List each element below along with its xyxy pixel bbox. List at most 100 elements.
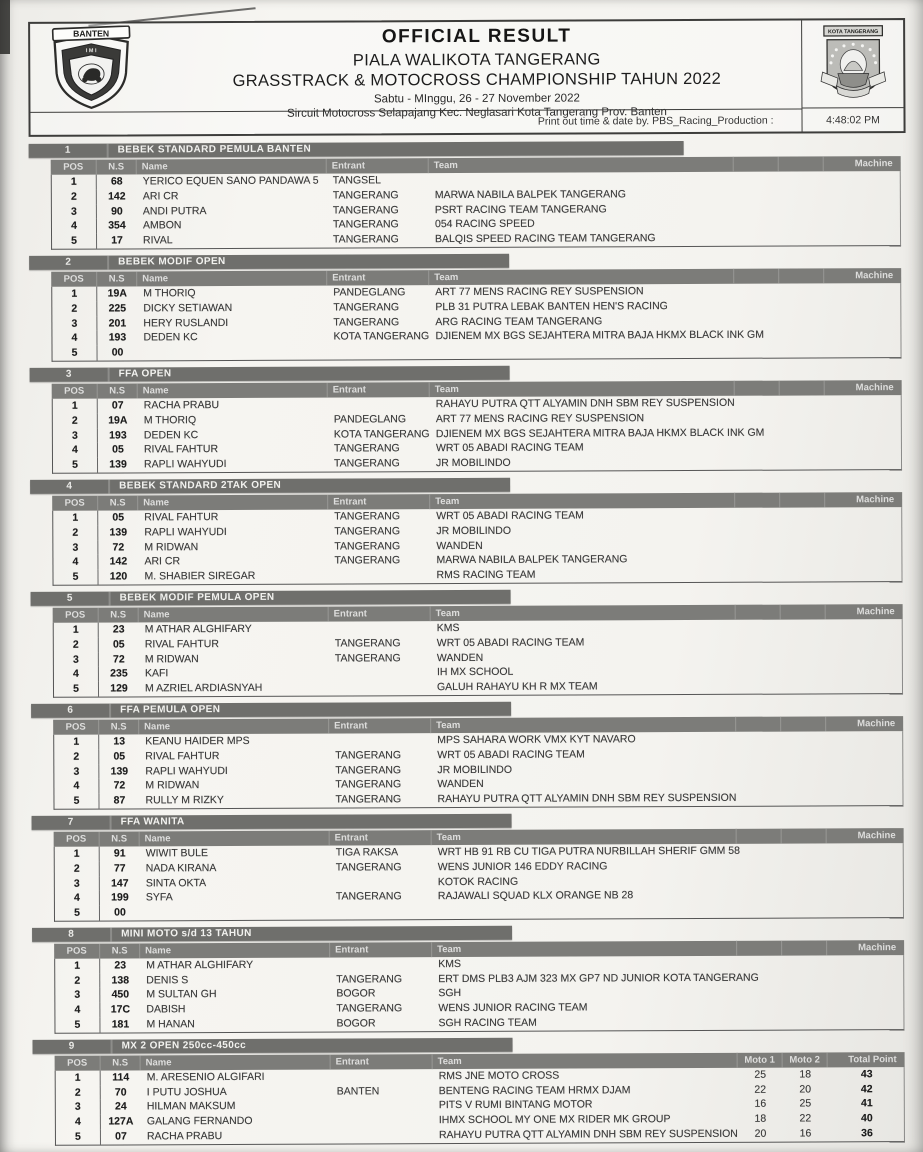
ns-cell: 450: [111, 988, 130, 1002]
total-point-cell: [825, 410, 903, 425]
entrant-cell: [327, 344, 429, 359]
moto2-cell: [780, 522, 825, 537]
col-header-team: Team: [429, 604, 735, 622]
col-header-moto1: [734, 492, 780, 508]
team-cell: RMS RACING TEAM: [436, 568, 536, 582]
ns-cell: 142: [108, 190, 126, 203]
pos-cell: 1: [51, 174, 97, 190]
printout-label: Print out time & date by. PBS_Racing_Pro…: [537, 114, 774, 128]
ns-cell: 120: [109, 570, 128, 583]
rider-name-cell: M RIDWAN: [145, 779, 200, 792]
col-header-machine-or-total: Machine: [824, 604, 903, 620]
moto1-cell: [735, 410, 780, 425]
ns-cell: 00: [111, 346, 124, 359]
moto2-cell: [782, 985, 827, 1000]
total-point-cell: [827, 985, 905, 1000]
col-header-pos: POS: [65, 609, 86, 621]
pos-cell: 3: [54, 764, 100, 780]
total-point-cell: [849, 970, 923, 985]
table-rows: 1 91 WIWIT BULE TIGA RAKSA WRT HB 91 RB …: [53, 842, 905, 922]
pos-cell: 5: [54, 793, 100, 809]
team-cell: JR MOBILINDO: [435, 456, 511, 470]
pos-cell: 1: [53, 622, 99, 638]
col-header-pos: POS: [66, 945, 87, 957]
entrant-cell: TANGERANG: [333, 301, 400, 314]
moto2-cell: [779, 231, 824, 246]
moto1-cell: [734, 186, 779, 201]
moto1-cell: [736, 732, 781, 747]
printout-row: Print out time & date by. PBS_Racing_Pro…: [30, 108, 802, 135]
pos-cell: 3: [52, 428, 98, 444]
col-header-ns: N.S: [96, 271, 137, 287]
entrant-cell: [330, 904, 432, 919]
team-cell: BALQIS SPEED RACING TEAM TANGERANG: [435, 232, 656, 246]
entrant-cell: BOGOR: [336, 1017, 376, 1030]
table-rows: 1 19A M THORIQ PANDEGLANG ART 77 MENS RA…: [51, 283, 902, 362]
team-cell: WANDEN: [436, 539, 483, 552]
pos-cell: 1: [55, 958, 101, 974]
moto2-cell: [781, 664, 826, 679]
moto1-cell: [737, 888, 782, 903]
championship-name: GRASSTRACK & MOTOCROSS CHAMPIONSHIP TAHU…: [232, 70, 722, 91]
col-header-pos: POS: [65, 721, 86, 733]
result-row: 5 129 M AZRIEL ARDIASNYAH GALUH RAHAYU K…: [53, 678, 904, 697]
col-header-name: Name: [139, 942, 330, 959]
moto1-cell: [735, 567, 780, 582]
ns-cell: 05: [112, 511, 125, 524]
pos-cell: 1: [54, 846, 100, 862]
pos-cell: 4: [53, 666, 99, 682]
ns-cell: 138: [111, 974, 130, 987]
col-header-entrant: Entrant: [327, 494, 430, 510]
moto2-cell: [780, 537, 825, 552]
section-number: 7: [31, 815, 112, 830]
moto1-cell: 16: [754, 1098, 767, 1111]
col-header-machine-or-total: Machine: [826, 939, 905, 956]
ns-cell: 05: [112, 638, 125, 651]
entrant-cell: TANGERANG: [334, 525, 401, 538]
scan-edge-artifact: [0, 0, 10, 54]
moto1-cell: [736, 776, 781, 791]
team-cell: PITS V RUMI BINTANG MOTOR: [438, 1098, 593, 1112]
moto2-cell: [779, 343, 824, 358]
table-rows: 1 07 RACHA PRABU RAHAYU PUTRA QTT ALYAMI…: [51, 395, 903, 474]
moto2-cell: [779, 313, 824, 328]
ns-cell: 13: [113, 735, 126, 748]
col-header-entrant: Entrant: [326, 382, 429, 398]
moto1-cell: [764, 425, 809, 440]
moto1-cell: 25: [754, 1068, 767, 1081]
rider-name-cell: [137, 345, 327, 361]
moto1-cell: [737, 903, 782, 918]
team-cell: RMS JNE MOTO CROSS: [438, 1069, 560, 1082]
col-header-moto1: [733, 380, 779, 396]
entrant-cell: TIGA RAKSA: [335, 846, 399, 859]
team-cell: WRT 05 ABADI RACING TEAM: [436, 509, 584, 523]
col-header-moto2: [779, 604, 825, 620]
total-point-cell: [825, 522, 903, 537]
entrant-cell: TANGERANG: [333, 442, 400, 455]
total-point-cell: [827, 955, 905, 970]
total-point-cell: [824, 230, 902, 245]
moto1-cell: [736, 634, 781, 649]
rider-name-cell: RIVAL FAHTUR: [144, 637, 219, 651]
total-point-cell: [826, 649, 904, 664]
entrant-cell: TANGERANG: [335, 778, 402, 791]
rider-name-cell: M THORIQ: [143, 287, 196, 300]
moto2-cell: 16: [799, 1127, 812, 1140]
pos-cell: 1: [52, 398, 98, 414]
rider-name-cell: RIVAL FAHTUR: [144, 511, 219, 524]
moto2-cell: [782, 873, 827, 888]
kota-tangerang-logo: KOTA TANGERANG: [802, 20, 903, 107]
ns-cell: 193: [108, 331, 127, 344]
pos-cell: 2: [55, 973, 101, 989]
rider-name-cell: YERICO EQUEN SANO PANDAWA 5: [142, 174, 319, 188]
event-name: PIALA WALIKOTA TANGERANG: [352, 50, 601, 70]
team-cell: WANDEN: [437, 778, 484, 791]
team-cell: IHMX SCHOOL MY ONE MX RIDER MK GROUP: [438, 1113, 671, 1127]
col-header-moto2: [777, 156, 823, 172]
moto2-cell: [781, 761, 826, 776]
section-number: 2: [29, 255, 110, 270]
col-header-pos: POS: [64, 497, 85, 509]
pos-cell: 3: [51, 204, 97, 220]
moto1-cell: [734, 172, 779, 187]
